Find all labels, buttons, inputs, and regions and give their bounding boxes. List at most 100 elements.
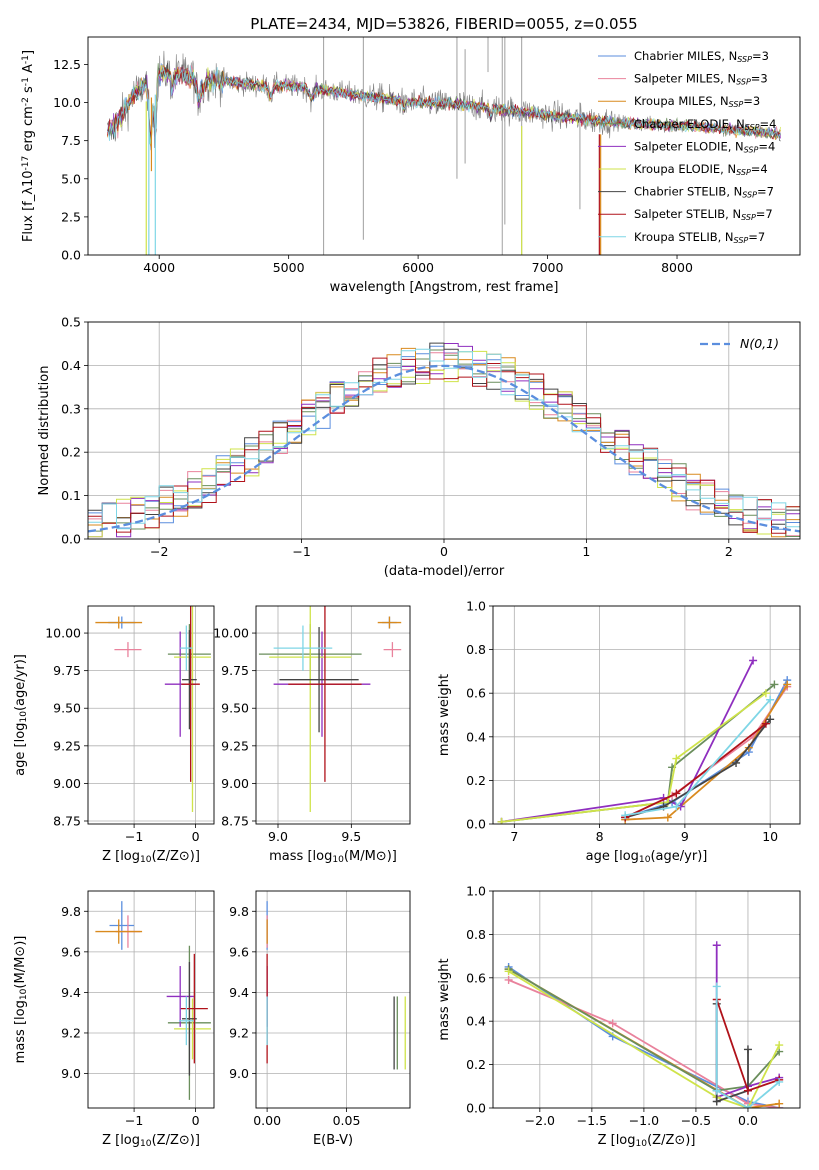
axes-frame bbox=[87, 890, 215, 1109]
plot-area-age_weight bbox=[497, 656, 792, 824]
x-tick-label: −1.5 bbox=[577, 1113, 607, 1128]
y-tick-label: 0.1 bbox=[61, 488, 81, 503]
x-axis-label: E(B-V) bbox=[313, 1133, 353, 1148]
y-tick-label: 10.00 bbox=[213, 626, 249, 641]
weight-marker bbox=[775, 1041, 784, 1050]
panel-age_weight: 7 8 9 10 0.0 0.2 0.4 0.6 0.8 1.0 age [log10(age/yr… bbox=[437, 599, 801, 865]
y-tick-label: 1.0 bbox=[466, 884, 486, 899]
axes-frame bbox=[255, 605, 411, 825]
weight-marker bbox=[732, 758, 741, 767]
x-tick-label: 0 bbox=[440, 544, 448, 559]
ticks-spectrum: 4000 5000 6000 7000 8000 0.0 2.5 5.0 7.5 10.0 12.5 bbox=[53, 57, 693, 275]
x-axis-label: mass [log10(M/M⊙)] bbox=[269, 849, 397, 865]
weight-marker bbox=[712, 1086, 721, 1095]
weight-marker bbox=[608, 1019, 617, 1028]
weight-marker bbox=[743, 1086, 752, 1095]
plot-area-mass_age bbox=[258, 606, 402, 812]
weight-marker bbox=[775, 1099, 784, 1108]
y-tick-label: 0.6 bbox=[466, 686, 486, 701]
x-tick-label: 0.05 bbox=[333, 1113, 361, 1128]
legend-label-8: Kroupa STELIB, NSSP=7 bbox=[634, 230, 765, 245]
y-tick-label: 10.00 bbox=[45, 626, 81, 641]
x-tick-label: 5000 bbox=[273, 260, 305, 275]
weight-marker bbox=[712, 941, 721, 950]
y-tick-label: 0.8 bbox=[466, 927, 486, 942]
weight-marker bbox=[761, 689, 770, 698]
x-tick-label: 0 bbox=[192, 1113, 200, 1128]
x-tick-label: −1.0 bbox=[629, 1113, 659, 1128]
x-tick-label: 8000 bbox=[661, 260, 693, 275]
weight-marker bbox=[743, 1104, 752, 1108]
y-tick-label: 0.5 bbox=[61, 315, 81, 330]
weight-marker bbox=[712, 982, 721, 991]
y-tick-label: 7.5 bbox=[61, 133, 81, 148]
ticks-residuals: −2 −1 0 1 2 0.0 0.1 0.2 0.3 0.4 0.5 bbox=[61, 315, 733, 560]
weight-marker bbox=[749, 656, 758, 665]
x-tick-label: 7 bbox=[510, 829, 518, 844]
y-tick-label: 12.5 bbox=[53, 57, 81, 72]
x-tick-label: 9 bbox=[681, 829, 689, 844]
model-spectrum-kroupa-stelib bbox=[107, 65, 781, 145]
x-tick-label: −0.5 bbox=[681, 1113, 711, 1128]
weight-marker bbox=[766, 715, 775, 724]
y-tick-label: 9.6 bbox=[61, 944, 81, 959]
x-tick-label: 8 bbox=[596, 829, 604, 844]
charts-container: 4000 5000 6000 7000 80000.02.55.07.510.012.5… bbox=[13, 36, 801, 1149]
residual-histogram-kroupa-elodie bbox=[88, 350, 800, 538]
y-tick-label: 0.8 bbox=[466, 642, 486, 657]
y-tick-label: 0.0 bbox=[466, 1101, 486, 1116]
y-tick-label: 0.2 bbox=[61, 445, 81, 460]
panel-spectrum: 4000 5000 6000 7000 8000 0.0 2.5 5.0 7.5 10.0 12.5… bbox=[21, 36, 801, 295]
model-spectrum-salpeter-stelib bbox=[107, 66, 781, 140]
plot-area-z_weight bbox=[504, 941, 784, 1108]
weight-marker bbox=[783, 680, 792, 689]
y-tick-label: 0.4 bbox=[61, 358, 81, 373]
y-tick-label: 9.00 bbox=[221, 776, 249, 791]
legend-label-3: Chabrier ELODIE, NSSP=4 bbox=[634, 117, 776, 132]
x-tick-label: 9.5 bbox=[341, 829, 361, 844]
y-tick-label: 0.4 bbox=[466, 729, 486, 744]
normal-distribution-curve bbox=[88, 364, 800, 533]
y-tick-label: 0.0 bbox=[61, 248, 81, 263]
y-tick-label: 0.3 bbox=[61, 401, 81, 416]
y-tick-label: 2.5 bbox=[61, 209, 81, 224]
legend-label-normal: N(0,1) bbox=[740, 336, 779, 351]
ticks-mass_age: 9.0 9.5 8.75 9.00 9.25 9.50 9.75 10.00 bbox=[213, 626, 361, 844]
y-tick-label: 0.4 bbox=[466, 1014, 486, 1029]
x-axis-label: Z [log10(Z/Z⊙)] bbox=[598, 1133, 696, 1149]
y-tick-label: 9.75 bbox=[53, 663, 81, 678]
legend-label-1: Salpeter MILES, NSSP=3 bbox=[634, 72, 768, 87]
y-tick-label: 8.75 bbox=[221, 813, 249, 828]
grid-z_mass bbox=[88, 891, 214, 1108]
y-tick-label: 9.25 bbox=[221, 738, 249, 753]
panel-ebv_mass: 0.00 0.05 9.0 9.2 9.4 9.6 9.8 E(B-V) bbox=[229, 890, 411, 1148]
x-tick-label: 1 bbox=[582, 544, 590, 559]
weight-marker bbox=[504, 967, 513, 976]
y-tick-label: 9.50 bbox=[221, 701, 249, 716]
weight-marker bbox=[743, 1045, 752, 1054]
panel-z_mass: −1 0 9.0 9.2 9.4 9.6 9.8 Z [log10(Z/Z⊙)] mass [l… bbox=[13, 890, 215, 1149]
figure-title: PLATE=2434, MJD=53826, FIBERID=0055, z=0… bbox=[250, 15, 637, 33]
y-tick-label: 9.2 bbox=[61, 1025, 81, 1040]
y-tick-label: 9.0 bbox=[61, 1066, 81, 1081]
weight-marker bbox=[663, 813, 672, 822]
panel-mass_age: 9.0 9.5 8.75 9.00 9.25 9.50 9.75 10.00 mass [log… bbox=[213, 605, 411, 865]
x-tick-label: 2 bbox=[725, 544, 733, 559]
weight-marker bbox=[621, 811, 630, 820]
y-tick-label: 9.8 bbox=[61, 904, 81, 919]
y-axis-label: mass [log10(M/M⊙)] bbox=[13, 936, 29, 1064]
y-tick-label: 9.8 bbox=[229, 904, 249, 919]
legend-label-5: Kroupa ELODIE, NSSP=4 bbox=[634, 162, 768, 177]
y-tick-label: 9.0 bbox=[229, 1066, 249, 1081]
y-tick-label: 9.4 bbox=[229, 985, 249, 1000]
y-axis-label: mass weight bbox=[437, 674, 452, 756]
plot-area-ebv_mass bbox=[266, 901, 406, 1070]
ticks-z_mass: −1 0 9.0 9.2 9.4 9.6 9.8 bbox=[61, 904, 199, 1128]
y-axis-label: Normed distribution bbox=[37, 366, 52, 496]
y-tick-label: 9.25 bbox=[53, 738, 81, 753]
y-axis-label: Flux [f_λ10-17 erg cm-2 s-1 A-1] bbox=[21, 50, 36, 242]
weight-marker bbox=[497, 817, 506, 824]
residual-histogram-kroupa-stelib bbox=[88, 348, 800, 530]
panel-residuals: −2 −1 0 1 2 0.0 0.1 0.2 0.3 0.4 0.5 (data-model)/er… bbox=[37, 315, 801, 579]
